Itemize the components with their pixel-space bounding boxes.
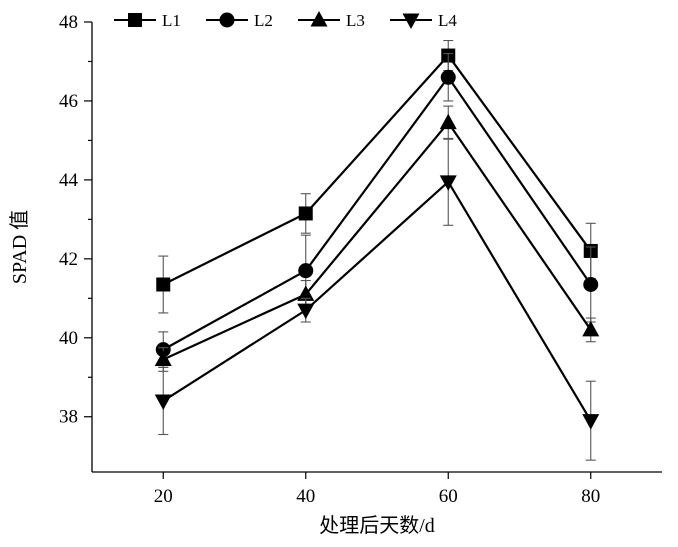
- x-tick-label: 60: [439, 486, 458, 507]
- y-axis-ticks: 38 40 42 44 46 48: [59, 12, 92, 428]
- legend: L1 L2 L3 L4: [114, 11, 457, 30]
- legend-item-l3: L3: [298, 11, 365, 30]
- marker-circle: [583, 277, 599, 292]
- marker-triangle-up: [439, 113, 457, 130]
- series-l3: [154, 105, 600, 372]
- marker-triangle-up: [310, 11, 328, 27]
- legend-label: L1: [162, 11, 181, 30]
- marker-circle: [298, 263, 314, 279]
- series-l4: [154, 137, 600, 461]
- legend-item-l1: L1: [114, 11, 181, 30]
- axes: [91, 22, 662, 473]
- legend-label: L3: [346, 11, 365, 30]
- x-axis-title: 处理后天数/d: [319, 514, 435, 537]
- y-tick-label: 46: [59, 91, 78, 112]
- marker-triangle-down: [582, 414, 600, 430]
- y-tick-label: 38: [59, 407, 78, 428]
- x-axis-ticks: 20 40 60 80: [154, 472, 600, 507]
- marker-triangle-down: [402, 13, 420, 29]
- series-line: [162, 53, 592, 286]
- legend-item-l4: L4: [390, 11, 457, 30]
- marker-circle: [440, 69, 456, 85]
- marker-triangle-up: [582, 320, 600, 337]
- y-tick-label: 40: [59, 328, 78, 349]
- legend-label: L4: [438, 11, 457, 30]
- y-tick-label: 42: [59, 249, 78, 270]
- marker-triangle-down: [154, 394, 172, 410]
- x-tick-label: 40: [296, 486, 315, 507]
- marker-square: [298, 206, 313, 221]
- marker-triangle-up: [297, 285, 315, 301]
- marker-square: [156, 277, 171, 292]
- marker-triangle-down: [439, 175, 457, 191]
- y-tick-label: 48: [59, 12, 78, 33]
- y-tick-label: 44: [59, 170, 79, 191]
- series-line: [162, 180, 592, 422]
- x-tick-label: 80: [581, 486, 600, 507]
- series-layer: [154, 40, 600, 461]
- legend-label: L2: [254, 11, 273, 30]
- marker-triangle-down: [297, 303, 315, 320]
- marker-circle: [219, 12, 235, 28]
- legend-item-l2: L2: [206, 11, 273, 30]
- series-l1: [156, 40, 598, 314]
- y-axis-title: SPAD 值: [8, 210, 31, 284]
- series-line: [162, 120, 592, 361]
- marker-square: [128, 13, 142, 27]
- marker-triangle-up: [154, 350, 172, 366]
- series-line: [162, 75, 592, 351]
- x-tick-label: 20: [154, 486, 173, 507]
